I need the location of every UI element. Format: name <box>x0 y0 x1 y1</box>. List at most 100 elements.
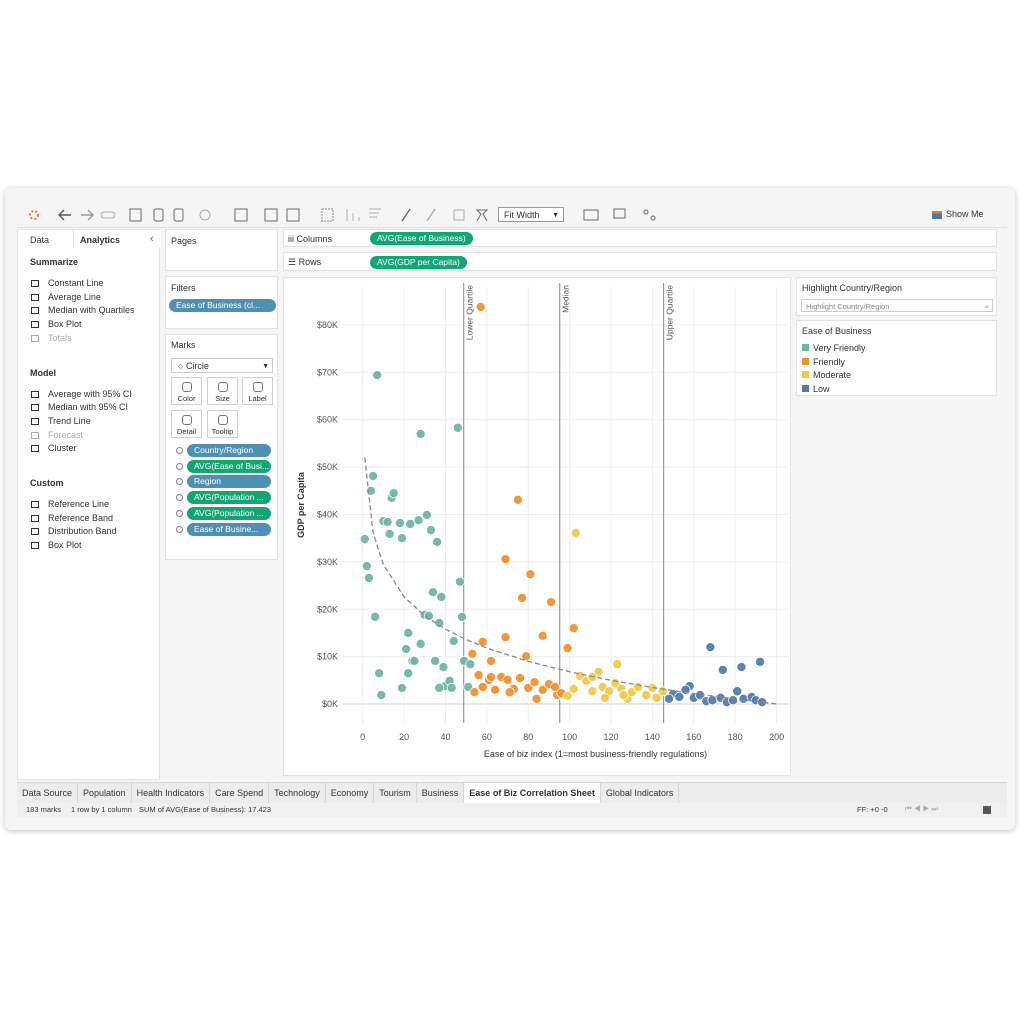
clear[interactable] <box>286 208 300 222</box>
y-tick-label: $60K <box>317 415 338 425</box>
analytics-item[interactable]: Box Plot <box>48 319 82 330</box>
view-grid[interactable] <box>955 806 963 814</box>
analytics-item-icon[interactable] <box>31 501 39 508</box>
pin[interactable] <box>426 208 436 222</box>
analytics-item-icon[interactable] <box>31 293 39 301</box>
sheet-tab[interactable]: Population <box>78 783 132 803</box>
mark-button[interactable]: Detail <box>171 410 202 438</box>
analytics-item-icon[interactable] <box>31 280 39 287</box>
redo[interactable] <box>81 209 94 221</box>
analytics-item-icon[interactable] <box>31 307 39 315</box>
data-point <box>562 643 573 654</box>
data-tab[interactable]: Data <box>30 235 50 245</box>
mark-pill[interactable]: Country/Region <box>187 444 271 457</box>
mark-pill[interactable]: Ease of Busine... <box>187 522 271 536</box>
mark-pill[interactable]: AVG(Population ... <box>187 506 271 520</box>
highlight-placeholder: Highlight Country/Region <box>806 302 890 311</box>
sheet-tab[interactable]: Tourism <box>374 783 417 803</box>
analytics-item[interactable]: Median with 95% CI <box>48 402 129 413</box>
mark-pill[interactable]: AVG(Ease of Busi... <box>187 459 271 473</box>
analytics-item-icon <box>31 431 39 439</box>
swap[interactable] <box>321 208 334 222</box>
presentation[interactable] <box>613 208 626 219</box>
replay[interactable] <box>100 211 116 219</box>
columns-pill[interactable]: AVG(Ease of Business) <box>370 232 473 245</box>
logo[interactable] <box>29 210 39 220</box>
legend-label[interactable]: Very Friendly <box>813 343 866 353</box>
sheet-tab[interactable]: Business <box>417 783 465 803</box>
data-point <box>425 525 436 536</box>
share[interactable] <box>643 209 649 215</box>
duplicate[interactable] <box>264 208 278 222</box>
analytics-item[interactable]: Average with 95% CI <box>48 388 132 399</box>
analytics-item-icon[interactable] <box>31 528 39 536</box>
data-point <box>434 682 445 693</box>
labels[interactable] <box>453 209 465 221</box>
legend-swatch[interactable] <box>802 357 809 365</box>
analytics-item[interactable]: Distribution Band <box>48 526 117 537</box>
undo[interactable] <box>58 209 71 221</box>
legend-label[interactable]: Friendly <box>813 356 846 367</box>
new-data-source[interactable] <box>153 208 164 222</box>
analytics-item-icon[interactable] <box>31 321 39 329</box>
pages-card: Pages <box>165 229 278 271</box>
highlight[interactable] <box>401 208 411 222</box>
refresh[interactable] <box>199 209 211 221</box>
rows-pill[interactable]: AVG(GDP per Capita) <box>370 256 467 269</box>
pause[interactable] <box>173 208 184 222</box>
mark-button[interactable]: Color <box>171 377 202 405</box>
sheet-tab[interactable]: Global Indicators <box>601 783 680 803</box>
analytics-item[interactable]: Median with Quartiles <box>48 305 135 316</box>
data-point <box>409 655 420 666</box>
new-sheet[interactable] <box>234 208 248 222</box>
legend-swatch[interactable] <box>802 344 809 351</box>
show-cards[interactable] <box>583 209 599 221</box>
save[interactable] <box>129 208 142 222</box>
mark-type-dropdown[interactable]: ○ Circle ▼ <box>171 358 273 373</box>
analytics-item[interactable]: Box Plot <box>48 540 82 551</box>
nav-buttons[interactable]: ⏮ ◀ ▶ ⏭ <box>905 804 939 813</box>
sort-asc[interactable] <box>346 209 360 221</box>
sheet-tab[interactable]: Ease of Biz Correlation Sheet <box>464 783 601 803</box>
analytics-item[interactable]: Cluster <box>48 443 77 454</box>
legend-label[interactable]: Low <box>813 384 830 395</box>
mark-button[interactable]: Size <box>207 377 238 405</box>
fit-dropdown[interactable]: Fit Width ▼ <box>498 207 564 222</box>
analytics-tab[interactable]: Analytics <box>80 235 121 245</box>
mark-pill[interactable]: AVG(Population ... <box>187 491 271 505</box>
legend-swatch[interactable] <box>802 385 809 393</box>
analytics-item-icon[interactable] <box>31 445 39 453</box>
analytics-item[interactable]: Reference Band <box>48 512 114 523</box>
show-me[interactable]: Show Me <box>932 209 984 219</box>
mark-pill[interactable]: Region <box>187 475 271 489</box>
mark-button[interactable]: Tooltip <box>207 410 238 438</box>
analytics-item-icon[interactable] <box>31 404 39 412</box>
analytics-item-icon[interactable] <box>31 390 39 398</box>
collapse-button[interactable]: ‹ <box>150 233 154 245</box>
sheet-tab[interactable]: Technology <box>269 783 326 803</box>
analytics-item[interactable]: Reference Line <box>48 499 110 509</box>
data-point <box>421 509 432 520</box>
analytics-item-icon[interactable] <box>31 417 39 425</box>
data-point <box>562 690 573 701</box>
view-film[interactable] <box>983 806 991 814</box>
filter-pill[interactable]: Ease of Business (cl... <box>169 299 276 312</box>
sheet-tab[interactable]: Care Spend <box>210 783 270 803</box>
analytics-item[interactable]: Average Line <box>48 291 101 302</box>
sheet-tab[interactable]: Economy <box>326 783 375 803</box>
sort-desc[interactable] <box>369 208 381 218</box>
mark-button-label: Color <box>177 394 196 403</box>
mark-button[interactable]: Label <box>242 377 273 405</box>
data-point <box>570 527 581 538</box>
analytics-item[interactable]: Trend Line <box>48 415 91 426</box>
sheet-tab[interactable]: Health Indicators <box>132 783 211 803</box>
data-point <box>502 674 513 685</box>
analytics-item-icon[interactable] <box>31 514 39 522</box>
legend-label[interactable]: Moderate <box>813 370 852 381</box>
sheet-tab[interactable]: Data Source <box>17 783 79 803</box>
legend-swatch[interactable] <box>802 371 809 379</box>
analytics-item-icon[interactable] <box>31 542 39 550</box>
highlight-input[interactable]: Highlight Country/Region ⌕ <box>801 299 993 312</box>
fix-axes[interactable] <box>475 209 489 222</box>
analytics-item[interactable]: Constant Line <box>48 278 104 288</box>
